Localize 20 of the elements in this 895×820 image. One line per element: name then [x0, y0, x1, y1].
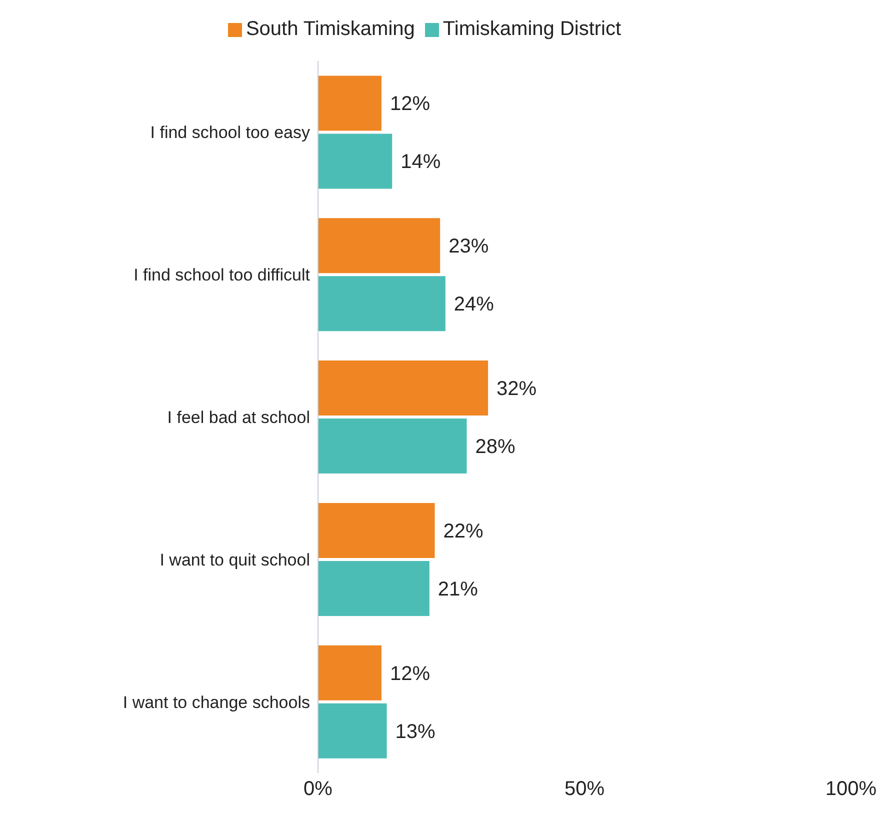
data-label: 14% — [400, 151, 441, 174]
y-tick-label: I want to change schools — [122, 692, 310, 712]
legend-label: South Timiskaming — [246, 18, 415, 40]
data-label: 22% — [443, 520, 484, 542]
y-tick-label: I find school too easy — [150, 123, 310, 142]
data-label: 21% — [438, 578, 478, 600]
data-label: 12% — [390, 662, 430, 685]
y-tick-label: I want to quit school — [160, 550, 310, 570]
y-tick-label: I feel bad at school — [167, 408, 310, 428]
x-tick-label: 100% — [825, 778, 877, 800]
data-label: 28% — [475, 436, 516, 458]
data-label: 32% — [496, 378, 537, 400]
data-label: 12% — [390, 93, 430, 116]
data-label: 24% — [454, 294, 494, 316]
x-tick-label: 50% — [564, 778, 605, 800]
data-label: 23% — [448, 236, 489, 258]
x-tick-label: 0% — [304, 778, 333, 800]
y-tick-label: I find school too difficult — [134, 266, 310, 285]
data-label: 13% — [395, 720, 436, 743]
legend-label: Timiskaming District — [442, 18, 622, 40]
